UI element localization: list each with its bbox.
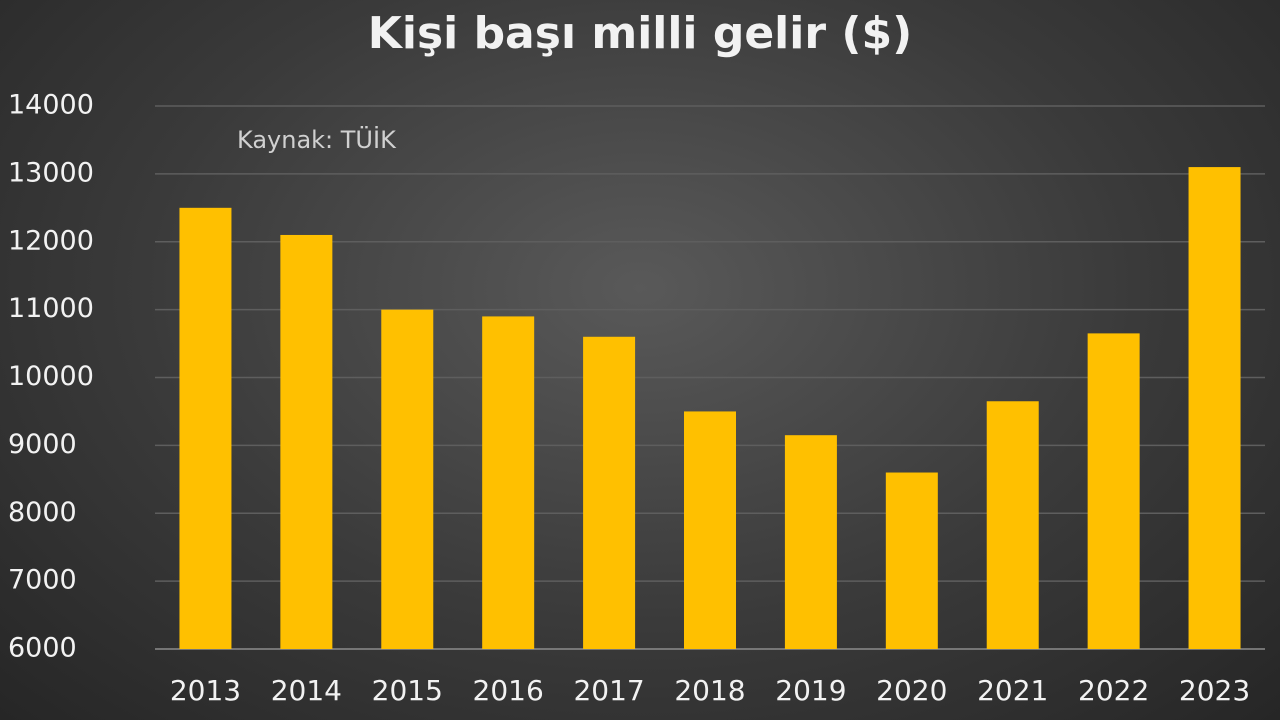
y-tick-label: 10000 — [8, 361, 94, 392]
y-tick-label: 12000 — [8, 225, 94, 256]
y-tick-label: 7000 — [8, 565, 77, 596]
x-tick-label: 2022 — [1078, 674, 1149, 707]
y-tick-label: 13000 — [8, 157, 94, 188]
chart-subtitle: Kaynak: TÜİK — [237, 125, 397, 154]
bar — [986, 401, 1039, 649]
y-tick-label: 14000 — [8, 90, 94, 121]
x-tick-label: 2020 — [876, 674, 947, 707]
bar — [179, 207, 232, 649]
bar — [583, 336, 636, 649]
y-tick-label: 6000 — [8, 633, 77, 664]
y-tick-label: 8000 — [8, 497, 77, 528]
bar — [482, 316, 535, 649]
y-tick-label: 9000 — [8, 429, 77, 460]
x-tick-label: 2015 — [372, 674, 443, 707]
x-tick-label: 2023 — [1179, 674, 1250, 707]
x-tick-label: 2013 — [170, 674, 241, 707]
x-tick-label: 2018 — [674, 674, 745, 707]
y-tick-label: 11000 — [8, 293, 94, 324]
bar — [280, 234, 333, 649]
x-tick-label: 2016 — [473, 674, 544, 707]
bar — [784, 435, 837, 649]
bar — [684, 411, 736, 649]
x-tick-label: 2014 — [271, 674, 342, 707]
x-tick-label: 2021 — [977, 674, 1048, 707]
x-tick-label: 2019 — [775, 674, 846, 707]
bar — [381, 309, 434, 649]
bar — [1087, 333, 1140, 649]
x-tick-label: 2017 — [573, 674, 644, 707]
bar — [1188, 167, 1241, 649]
chart-title: Kişi başı milli gelir ($) — [368, 8, 912, 59]
bar — [885, 472, 938, 649]
